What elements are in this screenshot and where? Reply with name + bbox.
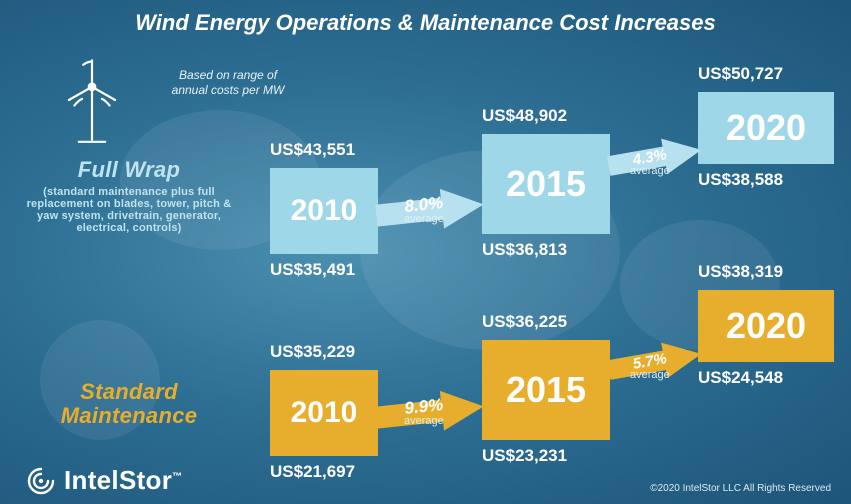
growth-arrow-label: 5.7%average: [630, 354, 670, 381]
year-box: 2010: [270, 370, 378, 456]
standard-title: Standard Maintenance: [54, 380, 204, 428]
growth-arrow-label: 4.3%average: [630, 150, 670, 177]
cost-upper-value: US$35,229: [270, 342, 355, 362]
cost-lower-value: US$24,548: [698, 368, 783, 388]
cost-upper-value: US$38,319: [698, 262, 783, 282]
cost-lower-value: US$35,491: [270, 260, 355, 280]
brand-logo: IntelStor™: [26, 465, 182, 496]
cost-upper-value: US$36,225: [482, 312, 567, 332]
cost-lower-value: US$21,697: [270, 462, 355, 482]
growth-arrow-label: 9.9%average: [404, 398, 444, 427]
fullwrap-desc: (standard maintenance plus full replacem…: [24, 186, 234, 234]
cost-upper-value: US$48,902: [482, 106, 567, 126]
section-label-fullwrap: Full Wrap (standard maintenance plus ful…: [24, 158, 234, 235]
brand-name: IntelStor™: [64, 465, 182, 496]
section-label-standard: Standard Maintenance: [54, 380, 204, 428]
brand-tm: ™: [172, 471, 182, 482]
subtitle-line2: annual costs per MW: [172, 83, 285, 97]
growth-arrow-label: 8.0%average: [404, 196, 444, 225]
year-box: 2020: [698, 290, 834, 362]
year-box: 2020: [698, 92, 834, 164]
brand-name-text: IntelStor: [64, 465, 172, 495]
subtitle-line1: Based on range of: [179, 68, 277, 82]
cost-lower-value: US$38,588: [698, 170, 783, 190]
year-box: 2015: [482, 134, 610, 234]
cost-lower-value: US$36,813: [482, 240, 567, 260]
cost-upper-value: US$50,727: [698, 64, 783, 84]
subtitle: Based on range of annual costs per MW: [148, 68, 308, 98]
page-title: Wind Energy Operations & Maintenance Cos…: [0, 10, 851, 36]
infographic-canvas: Wind Energy Operations & Maintenance Cos…: [0, 0, 851, 504]
fullwrap-title: Full Wrap: [24, 158, 234, 182]
brand-swirl-icon: [26, 466, 56, 496]
year-box: 2010: [270, 168, 378, 254]
cost-lower-value: US$23,231: [482, 446, 567, 466]
year-box: 2015: [482, 340, 610, 440]
copyright-text: ©2020 IntelStor LLC All Rights Reserved: [650, 483, 831, 494]
wind-turbine-icon: [56, 56, 128, 144]
cost-upper-value: US$43,551: [270, 140, 355, 160]
